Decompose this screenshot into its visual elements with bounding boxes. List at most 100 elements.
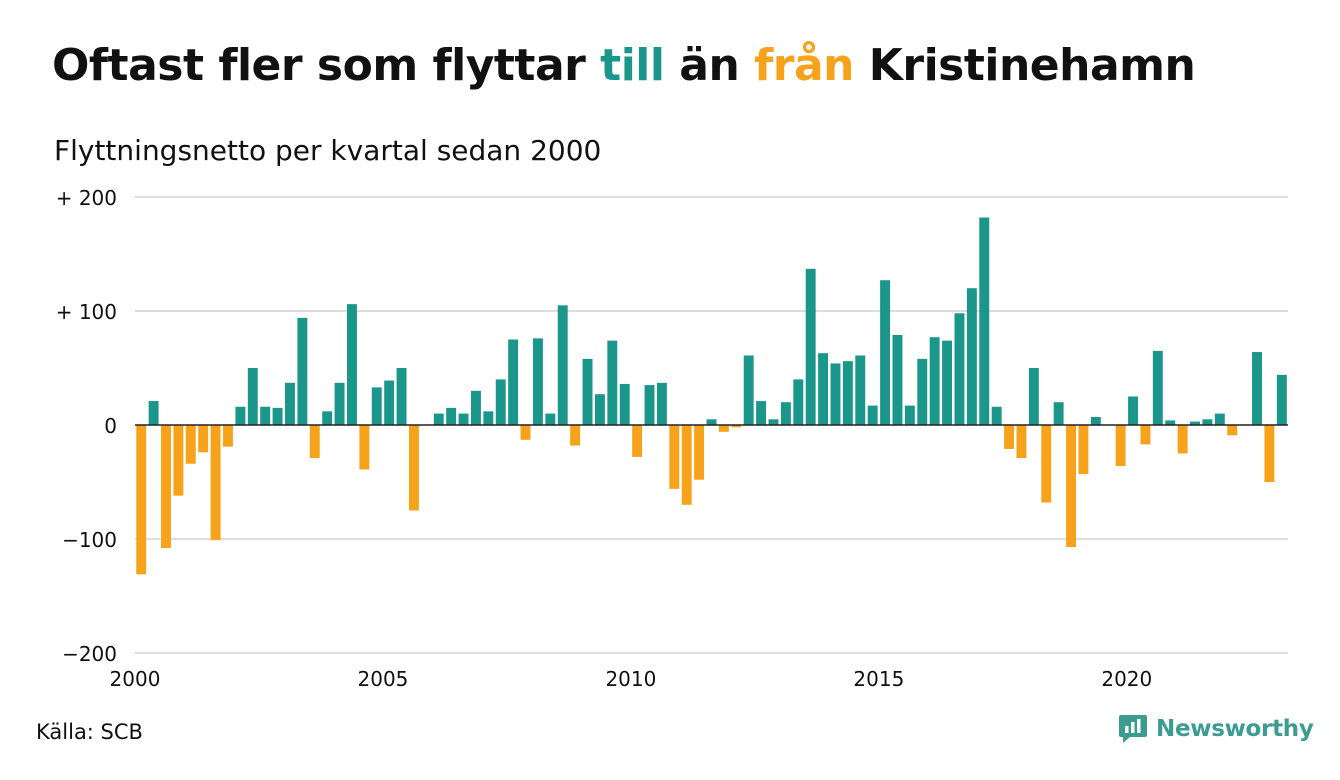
bar: [656, 382, 667, 425]
bar: [520, 425, 531, 440]
bar: [1227, 425, 1238, 436]
bar: [954, 313, 965, 425]
bar: [285, 382, 295, 425]
bar: [1165, 420, 1176, 425]
bar: [929, 337, 940, 425]
y-tick-label: −100: [62, 528, 117, 552]
bar: [1202, 419, 1213, 425]
bar: [768, 419, 779, 425]
title-part-2: än: [664, 40, 755, 91]
bar: [458, 413, 469, 425]
bar: [173, 425, 184, 496]
y-tick-label: + 200: [56, 186, 117, 210]
bar: [545, 413, 556, 425]
bar: [1016, 425, 1027, 459]
bar: [966, 288, 977, 425]
bar: [408, 425, 419, 511]
title-part-3: Kristinehamn: [853, 40, 1196, 91]
bar: [148, 401, 159, 425]
bar: [495, 379, 506, 425]
bar: [681, 425, 692, 505]
bar: [706, 419, 717, 425]
bar: [322, 411, 333, 425]
bar: [582, 358, 593, 425]
x-tick-labels: 2000 2005 2010 2015 2020: [110, 667, 1153, 691]
bar: [607, 340, 618, 425]
newsworthy-logo-icon: [1119, 715, 1147, 743]
x-tick-label: 2020: [1101, 667, 1152, 691]
bar: [904, 405, 915, 425]
bar: [570, 425, 581, 446]
bar: [756, 401, 767, 425]
x-tick-label: 2000: [110, 667, 161, 691]
bar: [805, 268, 816, 425]
title-fran: från: [754, 40, 854, 91]
bar: [470, 390, 481, 425]
bar: [855, 355, 866, 425]
bar: [942, 340, 953, 425]
bar: [743, 355, 754, 425]
source-label: Källa: SCB: [36, 720, 143, 744]
newsworthy-logo: Newsworthy: [1118, 713, 1314, 745]
title-till: till: [600, 40, 665, 91]
bar: [334, 382, 345, 425]
bar: [1041, 425, 1052, 503]
newsworthy-logo-text: Newsworthy: [1156, 716, 1314, 742]
bar: [793, 379, 804, 425]
bar: [1190, 421, 1200, 425]
bar: [272, 407, 283, 425]
bar: [384, 380, 395, 425]
bar: [1090, 417, 1101, 425]
bar: [842, 361, 853, 425]
bar: [979, 217, 990, 425]
y-tick-labels: + 200 + 100 0 −100 −200: [56, 186, 117, 666]
bar: [260, 406, 271, 425]
bar: [557, 305, 568, 425]
bar: [1115, 425, 1126, 467]
x-tick-label: 2005: [358, 667, 409, 691]
bar: [1053, 402, 1064, 425]
chart-subtitle: Flyttningsnetto per kvartal sedan 2000: [54, 134, 602, 167]
bar: [892, 334, 903, 425]
y-tick-label: −200: [62, 642, 117, 666]
bar: [830, 363, 841, 425]
bar: [1152, 350, 1163, 425]
bar: [718, 425, 729, 432]
bar: [136, 425, 147, 575]
bar: [483, 411, 494, 425]
x-tick-label: 2015: [853, 667, 904, 691]
bar: [780, 402, 791, 425]
grid-lines: [135, 196, 1288, 654]
bar: [359, 425, 370, 470]
bar: [1140, 425, 1151, 445]
bar: [694, 425, 705, 480]
bar: [371, 387, 382, 425]
bar: [632, 425, 643, 457]
bar: [619, 383, 630, 425]
bar: [1128, 396, 1138, 425]
bar: [508, 339, 519, 425]
bar: [644, 385, 655, 425]
bars: [136, 217, 1287, 575]
bar: [1177, 425, 1188, 454]
bar: [297, 317, 308, 425]
x-tick-label: 2010: [605, 667, 656, 691]
bar: [731, 425, 742, 428]
bar: [1028, 368, 1039, 425]
bar: [1264, 425, 1275, 482]
bar: [223, 425, 233, 447]
title-part-1: Oftast fler som flyttar: [52, 40, 601, 91]
bar: [247, 368, 258, 425]
bar: [1276, 374, 1287, 425]
bar: [991, 406, 1002, 425]
bar: [198, 425, 209, 453]
bar: [594, 394, 605, 425]
bar: [433, 413, 444, 425]
bar: [917, 358, 928, 425]
bar: [347, 304, 357, 425]
bar: [532, 338, 543, 425]
bar: [446, 407, 457, 425]
bar: [867, 405, 878, 425]
bar: [1004, 425, 1015, 449]
